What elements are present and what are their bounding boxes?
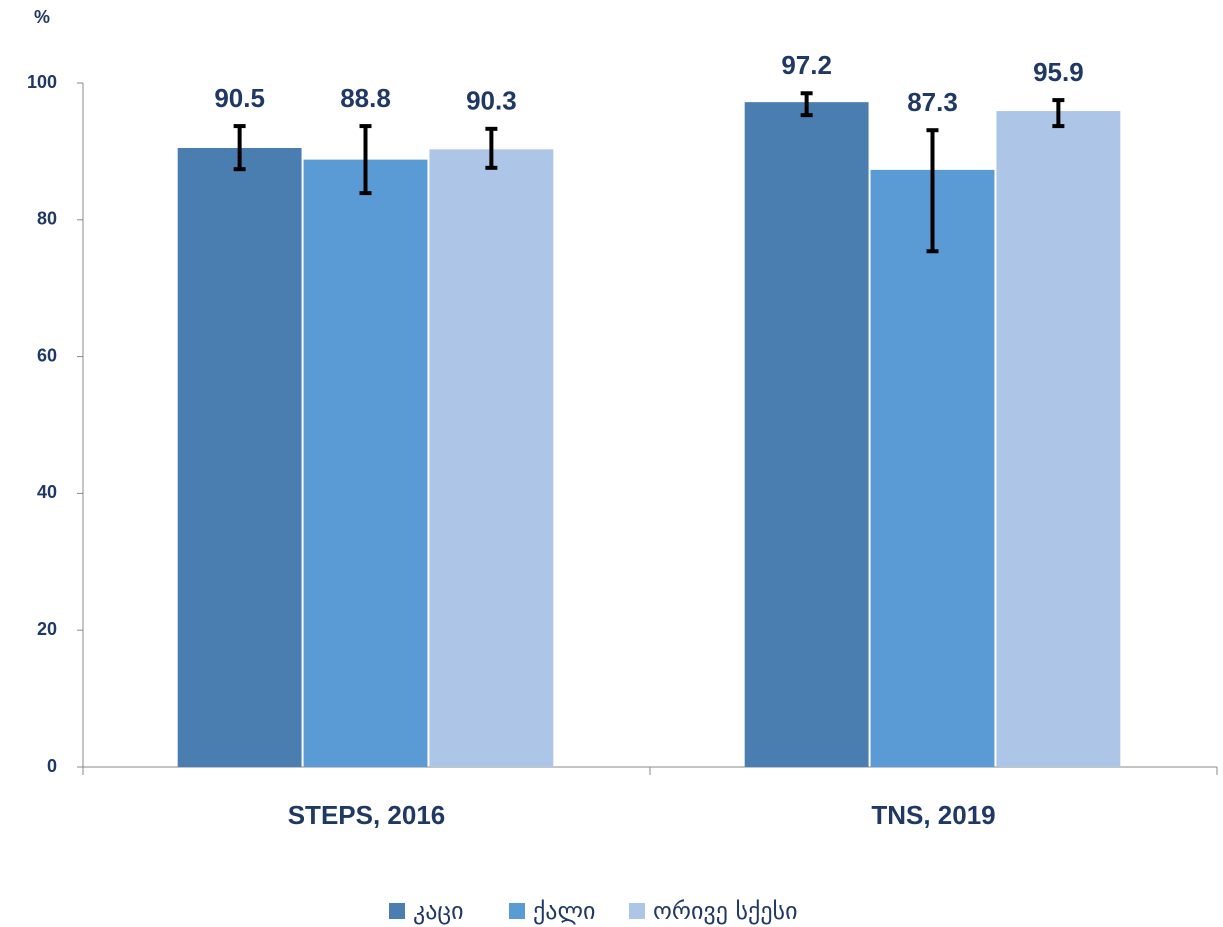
legend-label: ქალი [533, 897, 595, 925]
error-bar [800, 91, 813, 118]
error-bar [485, 126, 498, 170]
y-tick-label: 100 [27, 72, 57, 92]
bar [744, 102, 869, 768]
y-tick-label: 20 [37, 619, 57, 639]
legend-label: ორივე სქესი [653, 897, 798, 925]
data-label: 88.8 [340, 83, 391, 113]
data-label: 95.9 [1033, 57, 1084, 87]
x-tick-label: TNS, 2019 [871, 800, 995, 830]
legend-swatch [389, 903, 405, 919]
bar [429, 149, 554, 767]
data-label: 87.3 [907, 87, 958, 117]
legend-swatch [509, 903, 525, 919]
legend: კაცი ქალი ორივე სქესი [389, 897, 798, 925]
error-bar [359, 124, 372, 196]
data-label: 90.5 [214, 83, 265, 113]
error-bar [1052, 98, 1065, 129]
legend-swatch [629, 903, 645, 919]
bar [177, 147, 302, 768]
error-bar [233, 124, 246, 172]
y-axis-label: % [34, 7, 50, 27]
data-label: 90.3 [466, 86, 517, 116]
bar [870, 169, 995, 768]
bar [996, 111, 1121, 767]
bar [303, 159, 428, 767]
y-tick-label: 80 [37, 209, 57, 229]
data-label: 97.2 [781, 50, 832, 80]
x-tick-label: STEPS, 2016 [288, 800, 446, 830]
error-bar [926, 128, 939, 254]
y-tick-label: 0 [47, 756, 57, 776]
y-tick-label: 40 [37, 482, 57, 502]
legend-label: კაცი [413, 897, 464, 925]
y-tick-label: 60 [37, 345, 57, 365]
